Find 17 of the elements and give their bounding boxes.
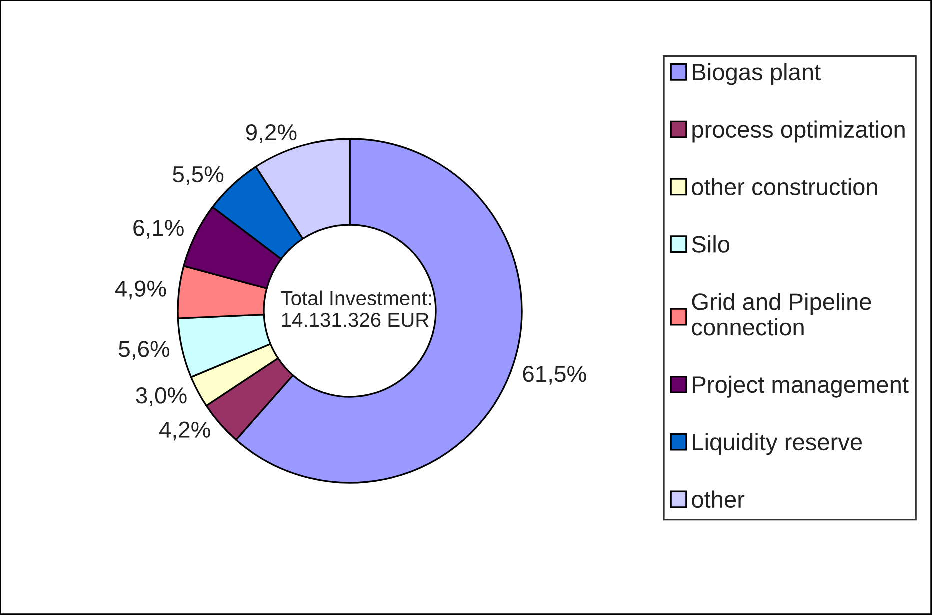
legend-label: Grid and Pipeline connection <box>692 292 872 336</box>
data-label: 3,0% <box>136 388 187 406</box>
legend-label: process optimization <box>692 120 905 143</box>
data-label: 61,5% <box>523 366 586 385</box>
data-label: 4,2% <box>159 422 210 441</box>
data-label: 9,2% <box>246 124 297 144</box>
data-label: 5,6% <box>119 341 170 360</box>
legend-label: other <box>692 490 745 508</box>
data-label: 4,9% <box>115 280 166 300</box>
data-label: 6,1% <box>134 220 184 239</box>
legend-label: other construction <box>692 178 878 196</box>
legend-label: Silo <box>692 236 730 253</box>
legend-label: Biogas plant <box>693 63 821 86</box>
text: Total Investment: 14.131.326 EUR <box>281 290 432 328</box>
legend-label: Project management <box>693 376 909 398</box>
data-label: 5,5% <box>173 166 224 186</box>
legend-label: Liquidity reserve <box>693 433 862 456</box>
